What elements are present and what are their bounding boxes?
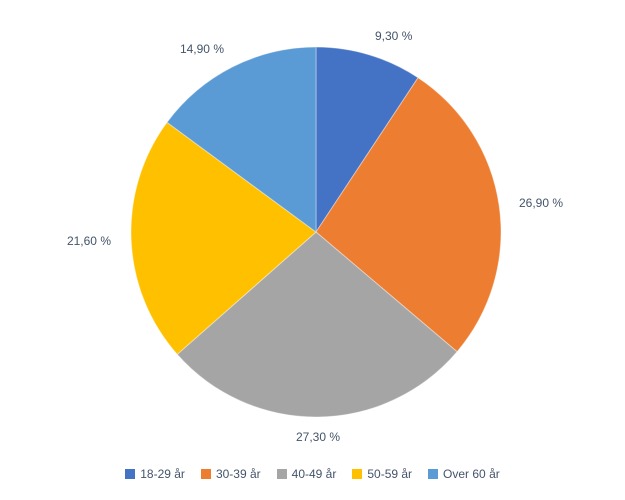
legend-swatch-over-60 xyxy=(428,469,439,479)
legend-label-18-29: 18-29 år xyxy=(140,467,185,481)
pie-slice-3[interactable] xyxy=(176,231,458,418)
legend-item-30-39[interactable]: 30-39 år xyxy=(200,466,261,482)
legend-swatch-50-59 xyxy=(352,469,363,479)
legend-item-18-29[interactable]: 18-29 år xyxy=(125,466,185,482)
legend-swatch-30-39 xyxy=(200,469,211,479)
legend-label-over-60: Over 60 år xyxy=(443,467,500,481)
legend-label-40-49: 40-49 år xyxy=(291,467,337,481)
legend-swatch-18-29 xyxy=(125,469,136,479)
pie-slice-4[interactable] xyxy=(130,121,317,356)
pie-slice-5[interactable] xyxy=(166,46,317,233)
legend-item-50-59[interactable]: 50-59 år xyxy=(352,466,412,482)
legend-label-30-39: 30-39 år xyxy=(215,467,261,481)
pie-slice-2[interactable] xyxy=(315,77,502,353)
legend-label-50-59: 50-59 år xyxy=(367,467,413,481)
legend-item-40-49[interactable]: 40-49 år xyxy=(276,466,337,482)
legend-swatch-40-49 xyxy=(276,469,287,479)
legend-item-over-60[interactable]: Over 60 år xyxy=(428,466,500,482)
pie-slice-1[interactable] xyxy=(315,46,419,234)
chart-legend: 18-29 år 30-39 år 40-49 år 50-59 år Over… xyxy=(0,466,625,482)
